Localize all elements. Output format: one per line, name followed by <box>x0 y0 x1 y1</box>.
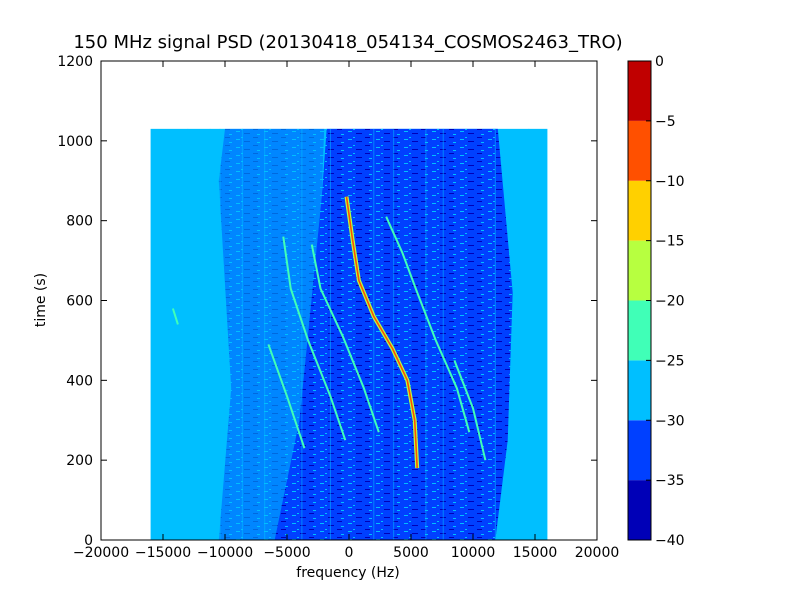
y-axis-label: time (s) <box>33 273 49 327</box>
colorbar-tick-label: 0 <box>655 54 664 70</box>
secondary-trace <box>310 244 380 433</box>
y-axis: 0 200 400 600 800 1000 1200 <box>57 54 597 549</box>
colorbar-tick-label: −35 <box>655 473 685 489</box>
secondary-trace <box>171 308 179 325</box>
x-tick-label: −10000 <box>197 545 253 561</box>
y-tick-label: 800 <box>66 214 93 230</box>
secondary-trace <box>267 344 306 449</box>
x-tick-label: 0 <box>345 545 354 561</box>
colorbar-tick-label: −40 <box>655 533 685 549</box>
y-tick-label: 0 <box>84 533 93 549</box>
colorbar-tick-label: −25 <box>655 353 685 369</box>
colorbar-segment <box>628 480 651 540</box>
colorbar-segment <box>628 61 651 121</box>
colorbar-segment <box>628 120 651 181</box>
x-axis-label: frequency (Hz) <box>296 565 399 581</box>
x-tick-label: 15000 <box>513 545 558 561</box>
heatmap-sparse-noise <box>218 128 325 540</box>
x-tick-label: −5000 <box>263 545 310 561</box>
x-tick-label: −20000 <box>73 545 129 561</box>
x-tick-label: 10000 <box>451 545 496 561</box>
colorbar-segment <box>628 420 651 481</box>
secondary-trace <box>282 236 347 441</box>
x-tick-label: 5000 <box>393 545 429 561</box>
dominant-trace <box>345 196 418 469</box>
secondary-trace <box>385 216 471 433</box>
y-tick-label: 1000 <box>57 134 93 150</box>
y-tick-label: 600 <box>66 294 93 310</box>
y-tick-label: 200 <box>66 453 93 469</box>
y-tick-label: 400 <box>66 373 93 389</box>
colorbar-tick-label: −10 <box>655 174 685 190</box>
colorbar-segment <box>628 300 651 361</box>
colorbar-segment <box>628 180 651 241</box>
colorbar-tick-label: −15 <box>655 234 685 250</box>
y-tick-label: 1200 <box>57 54 93 70</box>
x-tick-label: 20000 <box>575 545 620 561</box>
colorbar-segment <box>628 240 651 301</box>
colorbar-tick-label: −5 <box>655 114 676 130</box>
colorbar-segment <box>628 360 651 421</box>
x-axis: −20000 −15000 −10000 −5000 0 5000 10000 15000 20… <box>73 61 619 561</box>
colorbar-tick-label: −20 <box>655 294 685 310</box>
colorbar-tick-label: −30 <box>655 413 685 429</box>
chart-title: 150 MHz signal PSD (20130418_054134_COSM… <box>73 32 622 53</box>
colorbar: −40 −35 −30 −25 −20 −15 −10 −5 0 <box>627 54 685 549</box>
secondary-trace <box>453 360 487 461</box>
plot-area <box>150 128 548 540</box>
x-tick-label: −15000 <box>135 545 191 561</box>
